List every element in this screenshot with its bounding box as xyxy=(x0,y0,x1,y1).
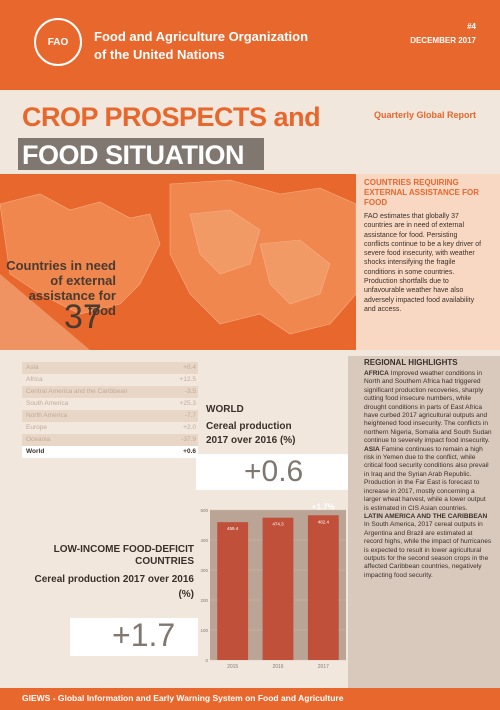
bar-value-label: 474.3 xyxy=(272,522,284,527)
table-row: Central America and the Caribbean -3.5 xyxy=(22,386,198,398)
africa-text: Improved weather conditions in North and… xyxy=(364,370,492,445)
countries-need-value: 37 xyxy=(64,298,102,336)
lac-label: LATIN AMERICA AND THE CARIBBEAN xyxy=(364,512,488,520)
region-name: World xyxy=(26,448,45,455)
regional-highlights-body: AFRICA Improved weather conditions in No… xyxy=(364,370,492,580)
table-row: Asia +0.4 xyxy=(22,362,198,374)
org-name: Food and Agriculture Organization of the… xyxy=(94,28,314,64)
regional-highlights-title: REGIONAL HIGHLIGHTS xyxy=(364,358,458,367)
chart-annotation: +1.7% xyxy=(312,502,335,511)
bar-2017 xyxy=(307,515,339,660)
region-value: -3.5 xyxy=(184,388,196,395)
org-line2: of the United Nations xyxy=(94,47,225,62)
table-row: Africa +12.5 xyxy=(22,374,198,386)
region-name: Oceania xyxy=(26,436,51,443)
region-value: +2.0 xyxy=(183,424,196,431)
y-tick-label: 100 xyxy=(200,628,208,633)
fao-logo: FAO xyxy=(34,18,82,66)
region-value: -7.7 xyxy=(184,412,196,419)
region-value: +0.6 xyxy=(183,448,196,455)
x-tick-label: 2015 xyxy=(227,664,238,670)
countries-need-label: Countries in need of external assistance… xyxy=(6,258,116,318)
bar-value-label: 459.4 xyxy=(227,526,239,531)
region-name: Europe xyxy=(26,424,47,431)
issue-info: #4 DECEMBER 2017 xyxy=(410,20,476,48)
issue-number: #4 xyxy=(467,22,476,31)
region-name: Asia xyxy=(26,364,39,371)
region-name: Central America and the Caribbean xyxy=(26,388,128,395)
world-label: WORLD xyxy=(206,404,244,415)
logo-text: FAO xyxy=(47,36,69,48)
region-value: +25.3 xyxy=(179,400,196,407)
table-row: Oceania -37.9 xyxy=(22,434,198,446)
header-band xyxy=(0,0,500,90)
table-row: Europe +2.0 xyxy=(22,422,198,434)
side-box xyxy=(356,174,500,350)
bar-2015 xyxy=(217,522,249,660)
side-box-body: FAO estimates that globally 37 countries… xyxy=(364,213,482,313)
title-band xyxy=(18,138,264,170)
report-subtitle: Quarterly Global Report xyxy=(373,110,476,120)
lifdc-value: +1.7 xyxy=(112,617,176,653)
issue-date: DECEMBER 2017 xyxy=(410,36,476,45)
lifdc-value-band xyxy=(70,618,198,656)
region-name: North America xyxy=(26,412,68,419)
lifdc-bar-chart: 0 100 200 300 400 500 459.4 2015 474.3 2016 482.4 2… xyxy=(200,502,346,670)
table-row: South America +25.3 xyxy=(22,398,198,410)
region-value: +12.5 xyxy=(179,376,196,383)
world-map-graphic xyxy=(0,179,356,350)
bar-value-label: 482.4 xyxy=(318,519,330,524)
footer: GIEWS - Global Information and Early War… xyxy=(0,688,500,710)
table-row: World +0.6 xyxy=(22,446,198,458)
table-row: North America -7.7 xyxy=(22,410,198,422)
y-tick-label: 200 xyxy=(200,598,208,603)
lifdc-label: LOW-INCOME FOOD-DEFICIT COUNTRIES xyxy=(53,544,194,567)
lifdc-subtitle: Cereal production 2017 over 2016 (%) xyxy=(34,574,194,600)
world-value: +0.6 xyxy=(244,455,304,488)
asia-text: Famine continues to remain a high risk i… xyxy=(364,445,489,512)
x-tick-label: 2016 xyxy=(272,664,283,670)
region-name: Africa xyxy=(26,376,43,383)
y-tick-label: 500 xyxy=(200,508,208,513)
org-line1: Food and Agriculture Organization xyxy=(94,29,309,44)
world-value-band xyxy=(196,454,348,490)
regional-highlights-panel xyxy=(348,356,500,688)
y-tick-label: 0 xyxy=(205,658,208,663)
title-line2: FOOD SITUATION xyxy=(22,140,245,170)
lac-text: In South America, 2017 cereal outputs in… xyxy=(364,521,492,579)
africa-label: AFRICA xyxy=(364,370,389,377)
asia-label: ASIA xyxy=(364,445,380,453)
bar-2016 xyxy=(262,517,294,660)
region-name: South America xyxy=(26,400,69,407)
world-subtitle: Cereal production 2017 over 2016 (%) xyxy=(206,421,296,446)
region-value: +0.4 xyxy=(183,364,196,371)
y-tick-label: 400 xyxy=(200,538,208,543)
title-line1: CROP PROSPECTS and xyxy=(22,102,321,132)
x-tick-label: 2017 xyxy=(318,664,329,670)
region-value: -37.9 xyxy=(181,436,196,443)
side-box-heading: COUNTRIES REQUIRING EXTERNAL ASSISTANCE … xyxy=(364,178,479,207)
regional-table: Asia +0.4 Africa +12.5 Central America and t… xyxy=(22,362,198,458)
y-tick-label: 300 xyxy=(200,568,208,573)
